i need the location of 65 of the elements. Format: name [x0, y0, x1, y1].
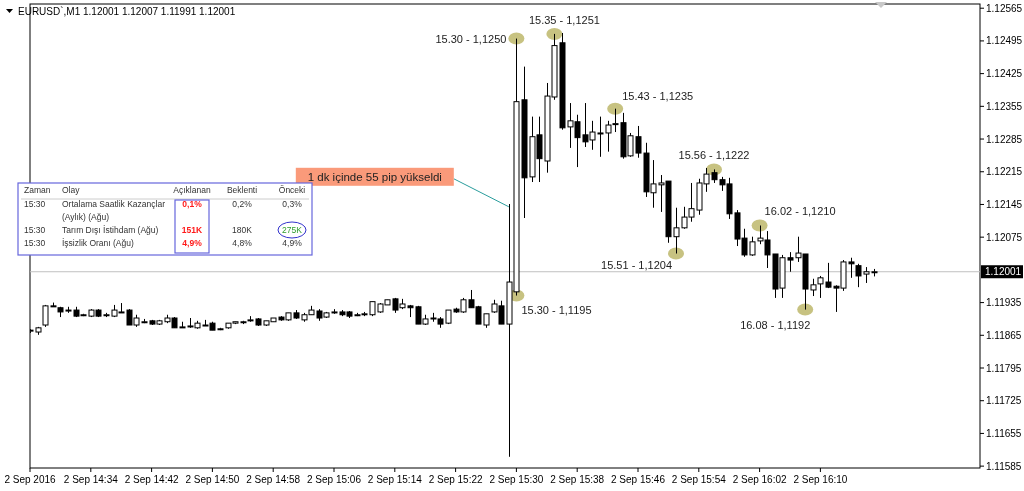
y-tick-label: 1.12495 — [986, 35, 1023, 47]
annotation: 15.30 - 1,1250 — [435, 32, 507, 45]
annotation: 15.30 - 1,1195 — [521, 303, 592, 316]
point — [607, 102, 624, 115]
x-tick-label: 2 Sep 14:58 — [246, 474, 301, 485]
text: 275K — [282, 225, 302, 235]
text: 4,9% — [282, 238, 302, 248]
y-tick-label: 1.12075 — [986, 231, 1023, 243]
x-tick-label: 2 Sep 15:46 — [611, 474, 666, 485]
x-tick-label: 2 Sep 14:34 — [63, 474, 119, 485]
x-tick-label: 2 Sep 15:54 — [671, 474, 727, 485]
point — [546, 27, 563, 40]
point — [797, 303, 814, 316]
x-tick-label: 2 Sep 15:06 — [307, 474, 362, 485]
text: 180K — [232, 225, 252, 235]
annotation: 16.02 - 1,1210 — [764, 205, 836, 218]
text: İşsizlik Oranı (Ağu) — [62, 238, 134, 248]
y-tick-label: 1.12215 — [986, 166, 1023, 178]
x-tick-label: 2 Sep 15:22 — [428, 474, 484, 485]
text: 15:30 — [24, 199, 46, 209]
y-tick-label: 1.11585 — [986, 460, 1022, 472]
x-tick-label: 2 Sep 15:14 — [367, 474, 423, 485]
point — [508, 32, 525, 45]
annotation: 15.43 - 1,1235 — [622, 89, 694, 102]
text: 151K — [181, 225, 203, 235]
category-label: Olay — [62, 185, 81, 195]
point — [751, 219, 768, 232]
text: 0,3% — [282, 199, 302, 209]
text: 15:30 — [24, 238, 46, 248]
x-tick-label: 2 Sep 16:10 — [793, 474, 848, 485]
annotation: 15.35 - 1,1251 — [528, 13, 600, 26]
x-tick-label: 2 Sep 14:42 — [124, 474, 180, 485]
x-tick-label: 2 Sep 15:30 — [489, 474, 544, 485]
y-tick-label: 1.11935 — [986, 297, 1022, 309]
y-tick-label: 1.11795 — [986, 362, 1022, 374]
text: 4,8% — [232, 238, 252, 248]
y-tick-label: 1.12355 — [986, 100, 1023, 112]
text: 0,1% — [182, 199, 202, 209]
x-tick-label: 2 Sep 2016 — [4, 474, 57, 485]
text: 15:30 — [24, 225, 46, 235]
x-tick-label: 2 Sep 14:50 — [185, 474, 240, 485]
y-tick-label: 1.12145 — [986, 198, 1023, 210]
y-tick-label: 1.11725 — [986, 395, 1022, 407]
point — [668, 247, 684, 260]
text: 0,2% — [232, 199, 252, 209]
y-tick-label: 1.12565 — [986, 2, 1023, 14]
category-label: Açıklanan — [173, 185, 211, 195]
ref-line-label: 1.12001 — [985, 266, 1022, 278]
y-tick-label: 1.11655 — [986, 427, 1022, 439]
annotation: 1 dk içinde 55 pip yükseldi — [307, 170, 442, 183]
category-label: Zaman — [24, 185, 51, 195]
chart-title: EURUSD`,M1 1.12001 1.12007 1.11991 1.12001 — [18, 6, 236, 17]
text: Tarım Dışı İstihdam (Ağu) — [62, 225, 159, 235]
y-tick-label: 1.11865 — [986, 329, 1022, 341]
text: Ortalama Saatlik Kazançlar (Aylık) (Ağu) — [62, 199, 165, 222]
text: 4,9% — [182, 238, 202, 248]
x-tick-label: 2 Sep 15:38 — [550, 474, 605, 485]
y-tick-label: 1.12285 — [986, 133, 1023, 145]
annotation: 15.56 - 1,1222 — [678, 149, 750, 162]
category-label: Beklenti — [226, 185, 258, 195]
annotation: 16.08 - 1,1192 — [740, 318, 811, 331]
y-tick-label: 1.12425 — [986, 68, 1023, 80]
x-tick-label: 2 Sep 16:02 — [732, 474, 788, 485]
annotation: 15.51 - 1,1204 — [601, 258, 672, 271]
category-label: Önceki — [278, 185, 306, 195]
